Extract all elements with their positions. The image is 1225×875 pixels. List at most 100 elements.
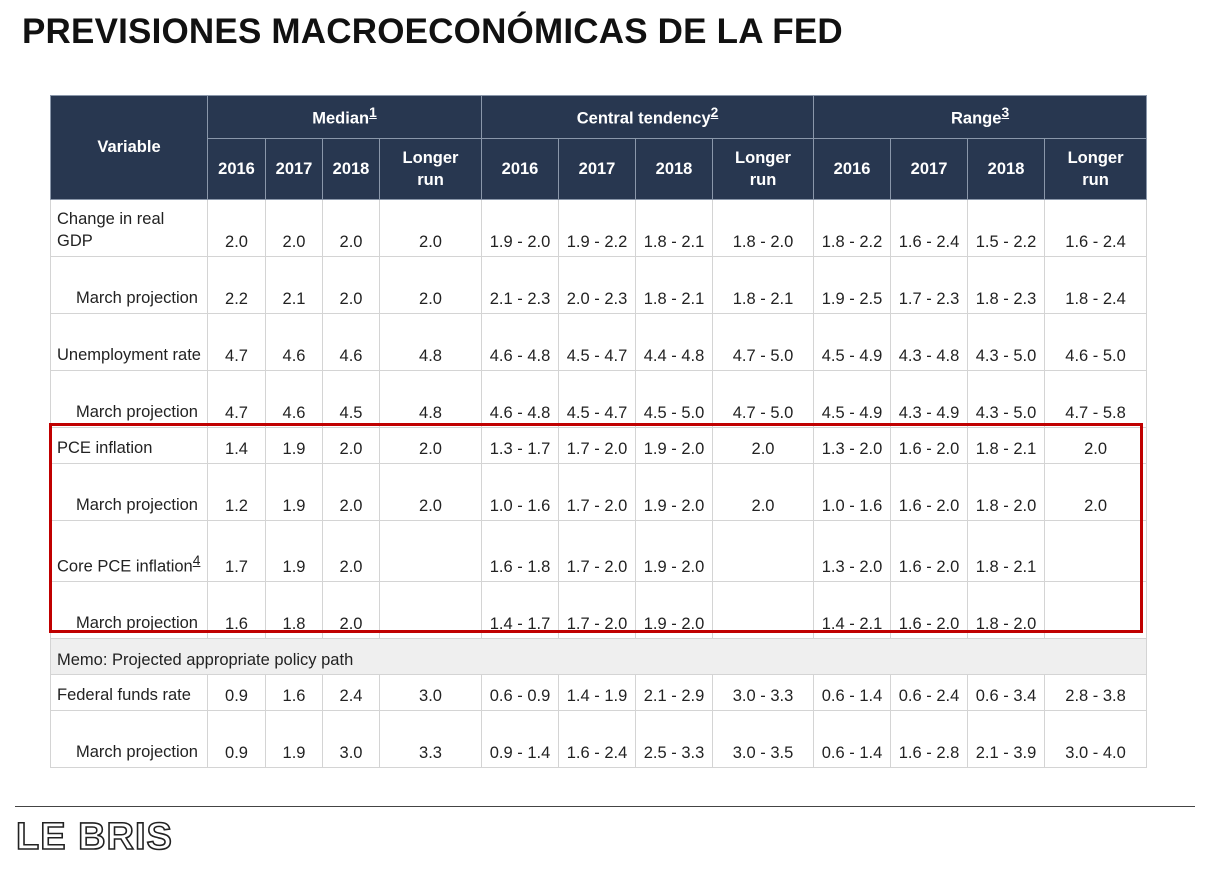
- table-row: Core PCE inflation4 1.7 1.9 2.0 1.6 - 1.8 1.7…: [50, 520, 1148, 582]
- table-cell: 2.0: [379, 256, 482, 314]
- table-row: March projection 1.6 1.8 2.0 1.4 - 1.7 1.7 - …: [50, 581, 1148, 639]
- year-header: 2018: [322, 138, 380, 200]
- table-cell: 1.8: [265, 581, 323, 639]
- table-cell: 1.8 - 2.0: [967, 581, 1046, 639]
- table-cell: 1.9: [265, 427, 323, 464]
- table-cell: 1.8 - 2.1: [967, 427, 1046, 464]
- table-cell: [1044, 520, 1148, 582]
- table-row: March projection 0.9 1.9 3.0 3.3 0.9 - 1.4 1.6…: [50, 710, 1148, 768]
- table-cell: 4.7: [207, 313, 266, 371]
- table-cell: 4.5 - 4.9: [813, 370, 892, 428]
- row-label: Federal funds rate: [50, 674, 208, 711]
- row-label: PCE inflation: [50, 427, 208, 464]
- table-cell: 4.7 - 5.0: [711, 370, 815, 428]
- table-cell: 1.4 - 1.9: [558, 674, 636, 711]
- table-cell: 4.5 - 4.7: [558, 370, 636, 428]
- table-cell: 1.4 - 2.1: [813, 581, 892, 639]
- year-header: 2017: [558, 138, 636, 200]
- table-cell: 4.7 - 5.8: [1044, 370, 1148, 428]
- table-cell: 4.6 - 4.8: [481, 313, 559, 371]
- table-cell: 1.9 - 2.5: [813, 256, 892, 314]
- table-body: Change in real GDP 2.0 2.0 2.0 2.0 1.9 - 2.0 1…: [49, 199, 1148, 768]
- table-cell: [711, 581, 815, 639]
- table-cell: 4.6: [265, 370, 323, 428]
- table-cell: 4.4 - 4.8: [635, 313, 713, 371]
- table-cell: 1.3 - 1.7: [481, 427, 559, 464]
- row-label: March projection: [50, 581, 208, 639]
- table-cell: 0.6 - 1.4: [813, 710, 892, 768]
- table-cell: 1.5 - 2.2: [967, 199, 1046, 257]
- projections-table: Variable Median1 Central tendency2 Range…: [49, 95, 1148, 768]
- table-cell: 4.3 - 5.0: [967, 370, 1046, 428]
- table-cell: 1.6 - 2.4: [890, 199, 969, 257]
- table-cell: 3.0: [379, 674, 482, 711]
- table-cell: 1.8 - 2.4: [1044, 256, 1148, 314]
- table-cell: 1.7: [207, 520, 266, 582]
- table-cell: 1.8 - 2.1: [711, 256, 815, 314]
- table-cell: 1.6 - 2.4: [1044, 199, 1148, 257]
- table-row: March projection 4.7 4.6 4.5 4.8 4.6 - 4.8 4.5…: [50, 370, 1148, 428]
- year-header: 2017: [890, 138, 969, 200]
- table-cell: [379, 581, 482, 639]
- table-cell: 3.3: [379, 710, 482, 768]
- table-cell: 2.4: [322, 674, 380, 711]
- table-cell: [379, 520, 482, 582]
- table-cell: 4.5 - 5.0: [635, 370, 713, 428]
- table-cell: 1.4 - 1.7: [481, 581, 559, 639]
- footnote-link[interactable]: 1: [369, 105, 377, 121]
- footnote-link[interactable]: 3: [1001, 105, 1010, 121]
- table-cell: 2.8 - 3.8: [1044, 674, 1148, 711]
- brand-text: LE BRIS: [15, 815, 173, 859]
- table-row: Unemployment rate 4.7 4.6 4.6 4.8 4.6 - 4.8 4.…: [50, 313, 1148, 371]
- table-cell: 1.7 - 2.0: [558, 581, 636, 639]
- table-cell: 2.1: [265, 256, 323, 314]
- table-row: PCE inflation 1.4 1.9 2.0 2.0 1.3 - 1.7 1.7 - …: [50, 427, 1148, 464]
- row-label: March projection: [50, 710, 208, 768]
- table-cell: 1.8 - 2.0: [967, 463, 1046, 521]
- table-cell: 4.3 - 4.8: [890, 313, 969, 371]
- table-cell: 3.0 - 3.3: [711, 674, 815, 711]
- row-label: Core PCE inflation4: [50, 520, 208, 582]
- group-header-range: Range3: [813, 95, 1148, 139]
- table-cell: 1.7 - 2.3: [890, 256, 969, 314]
- table-cell: 2.0: [322, 199, 380, 257]
- footnote-link[interactable]: 4: [192, 552, 201, 568]
- table-cell: 1.3 - 2.0: [813, 520, 892, 582]
- table-cell: 4.6: [265, 313, 323, 371]
- footnote-link[interactable]: 2: [710, 105, 719, 121]
- table-cell: 1.9: [265, 463, 323, 521]
- table-row: Change in real GDP 2.0 2.0 2.0 2.0 1.9 - 2.0 1…: [50, 199, 1148, 257]
- row-label: Unemployment rate: [50, 313, 208, 371]
- table-cell: 1.8 - 2.1: [967, 520, 1046, 582]
- table-cell: 2.0: [379, 463, 482, 521]
- year-header: 2017: [265, 138, 323, 200]
- table-cell: 1.6 - 2.0: [890, 520, 969, 582]
- year-header: 2018: [635, 138, 713, 200]
- table-cell: 2.0 - 2.3: [558, 256, 636, 314]
- year-header: 2018: [967, 138, 1046, 200]
- table-cell: 2.0: [207, 199, 266, 257]
- brand-logo: LE BRIS: [15, 815, 173, 859]
- table-cell: 1.8 - 2.0: [711, 199, 815, 257]
- table-cell: 0.9 - 1.4: [481, 710, 559, 768]
- table-cell: 2.0: [322, 427, 380, 464]
- table-cell: 2.0: [379, 199, 482, 257]
- table-cell: 4.6: [322, 313, 380, 371]
- variable-header: Variable: [50, 95, 208, 200]
- memo-row: Memo: Projected appropriate policy path: [49, 638, 1148, 675]
- table-cell: [711, 520, 815, 582]
- table-cell: 3.0: [322, 710, 380, 768]
- table-cell: 1.9: [265, 710, 323, 768]
- table-cell: 1.0 - 1.6: [813, 463, 892, 521]
- table-cell: 1.6 - 2.4: [558, 710, 636, 768]
- table-cell: 2.0: [1044, 427, 1148, 464]
- table-cell: 4.6 - 4.8: [481, 370, 559, 428]
- group-header-median: Median1: [207, 95, 482, 139]
- table-cell: 1.2: [207, 463, 266, 521]
- table-cell: 2.1 - 2.9: [635, 674, 713, 711]
- table-cell: 0.9: [207, 710, 266, 768]
- table-cell: 1.7 - 2.0: [558, 463, 636, 521]
- table-cell: 1.9: [265, 520, 323, 582]
- year-header: 2016: [207, 138, 266, 200]
- table-cell: 0.6 - 0.9: [481, 674, 559, 711]
